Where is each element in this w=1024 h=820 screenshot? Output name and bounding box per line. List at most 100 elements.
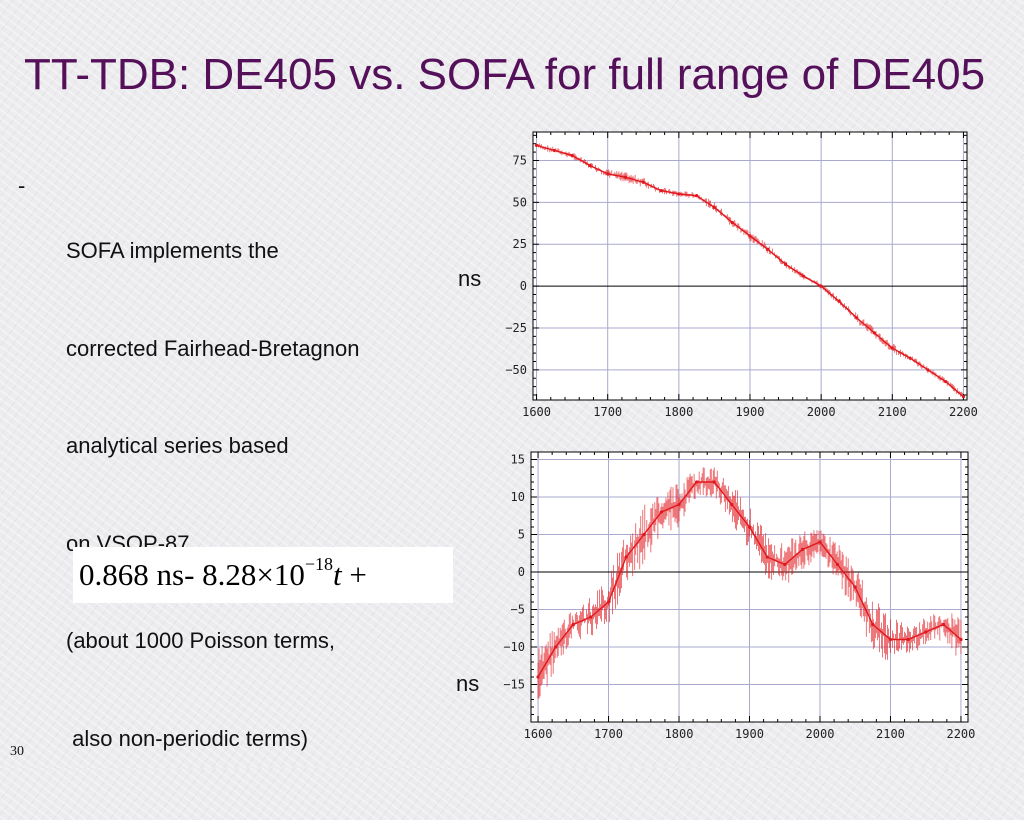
x-tick-label: 1800: [664, 405, 693, 419]
y-tick-label: −15: [503, 678, 525, 692]
slide-number: 30: [10, 744, 24, 759]
x-tick-label: 1700: [593, 405, 622, 419]
data-point: [642, 532, 646, 537]
data-point: [818, 540, 822, 544]
data-point: [748, 234, 752, 238]
x-tick-label: 1900: [736, 405, 765, 419]
data-point: [906, 637, 910, 642]
data-point: [677, 502, 681, 507]
data-point: [623, 175, 628, 179]
data-point: [730, 220, 734, 225]
data-point: [730, 502, 734, 507]
formula-times: ×10: [256, 557, 305, 592]
bullet-text: SOFA implements the corrected Fairhead-B…: [66, 170, 360, 820]
data-point: [836, 562, 840, 567]
data-point: [871, 622, 875, 627]
y-tick-label: 0: [518, 565, 525, 579]
y-tick-label: 0: [520, 279, 527, 293]
data-point: [606, 600, 611, 604]
data-point: [606, 172, 610, 176]
data-point: [747, 525, 752, 529]
x-tick-label: 1600: [522, 405, 551, 419]
formula-coef2: 8.28: [202, 557, 257, 592]
y-tick-label: −50: [505, 363, 527, 377]
series-group: [534, 143, 966, 399]
x-tick-label: 1800: [665, 727, 694, 741]
data-point: [855, 316, 859, 320]
data-point: [552, 148, 556, 153]
y-tick-label: 25: [513, 237, 527, 251]
formula-box: 0.868 ns- 8.28×10−18t +: [73, 547, 453, 603]
x-tick-label: 1900: [735, 727, 764, 741]
data-point: [677, 192, 681, 196]
data-point: [589, 615, 593, 619]
bullet-list: - SOFA implements the corrected Fairhead…: [18, 170, 458, 820]
data-point: [888, 637, 893, 642]
formula-plus: +: [349, 557, 367, 592]
data-point: [695, 480, 699, 484]
data-point: [819, 284, 823, 288]
data-point: [536, 675, 540, 679]
bullet-line: (about 1000 Poisson terms,: [66, 628, 336, 653]
y-tick-label: 15: [511, 453, 525, 467]
y-tick-label: −5: [511, 603, 525, 617]
data-point: [765, 555, 769, 559]
x-tick-label: 2100: [876, 727, 905, 741]
bullet-line: SOFA implements the: [66, 238, 279, 263]
data-point: [890, 346, 894, 350]
data-point: [554, 645, 558, 649]
data-point: [944, 379, 948, 384]
data-point: [712, 205, 717, 209]
data-point: [853, 585, 857, 589]
data-point: [801, 274, 805, 278]
chart2-ylabel: ns: [456, 671, 480, 696]
chart1-ylabel: ns: [458, 266, 482, 291]
data-point: [941, 622, 945, 627]
data-point: [695, 194, 699, 198]
data-point: [570, 153, 574, 158]
data-point: [766, 247, 770, 251]
data-point: [571, 622, 575, 627]
data-point: [783, 562, 787, 567]
x-tick-label: 2200: [946, 727, 975, 741]
data-point: [659, 510, 663, 514]
data-point: [961, 395, 966, 399]
y-tick-label: 50: [513, 195, 527, 209]
chart-top: 1600 1700 1800 1900 2000 2100 2200 75 50 25 0 −25 −5…: [505, 131, 978, 419]
bullet-line: also non-periodic terms): [66, 725, 309, 751]
x-tick-label: 2000: [807, 405, 836, 419]
formula-minus: -: [184, 557, 195, 592]
data-point: [926, 368, 930, 372]
data-point: [783, 262, 788, 266]
formula: 0.868 ns- 8.28×10−18t +: [79, 553, 367, 593]
formula-exponent: −18: [304, 553, 334, 574]
y-tick-label: 75: [513, 153, 527, 167]
bullet-item: - SOFA implements the corrected Fairhead…: [18, 170, 458, 820]
data-point: [800, 547, 804, 552]
data-point: [659, 189, 663, 193]
data-point: [924, 630, 928, 634]
bullet-line: analytical series based: [66, 433, 289, 458]
y-tick-label: −10: [503, 640, 525, 654]
x-tick-label: 1600: [524, 727, 553, 741]
formula-variable: t: [333, 557, 342, 592]
data-point: [712, 480, 716, 484]
data-point: [588, 163, 592, 168]
x-tick-label: 2100: [878, 405, 907, 419]
bullet-line: corrected Fairhead-Bretagnon: [66, 335, 360, 361]
x-tick-label: 2200: [949, 405, 978, 419]
x-tick-label: 2000: [806, 727, 835, 741]
y-tick-label: 10: [511, 490, 525, 504]
data-point: [872, 331, 877, 335]
series-group: [536, 467, 963, 699]
y-tick-label: −25: [505, 321, 527, 335]
slide-title: TT-TDB: DE405 vs. SOFA for full range of…: [24, 50, 986, 99]
data-point: [908, 356, 912, 360]
data-point: [534, 143, 539, 147]
chart-bottom: 1600 1700 1800 1900 2000 2100 2200 15 10 5 0 −5 −10 −…: [503, 451, 975, 741]
bullet-marker: -: [18, 173, 26, 198]
data-point: [959, 637, 963, 642]
x-tick-label: 1700: [594, 727, 623, 741]
data-point: [837, 299, 841, 303]
data-point: [641, 180, 645, 184]
